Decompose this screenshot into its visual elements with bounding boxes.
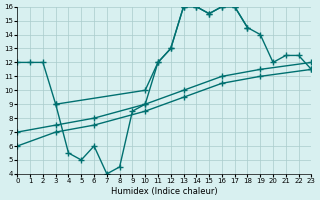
X-axis label: Humidex (Indice chaleur): Humidex (Indice chaleur): [111, 187, 218, 196]
